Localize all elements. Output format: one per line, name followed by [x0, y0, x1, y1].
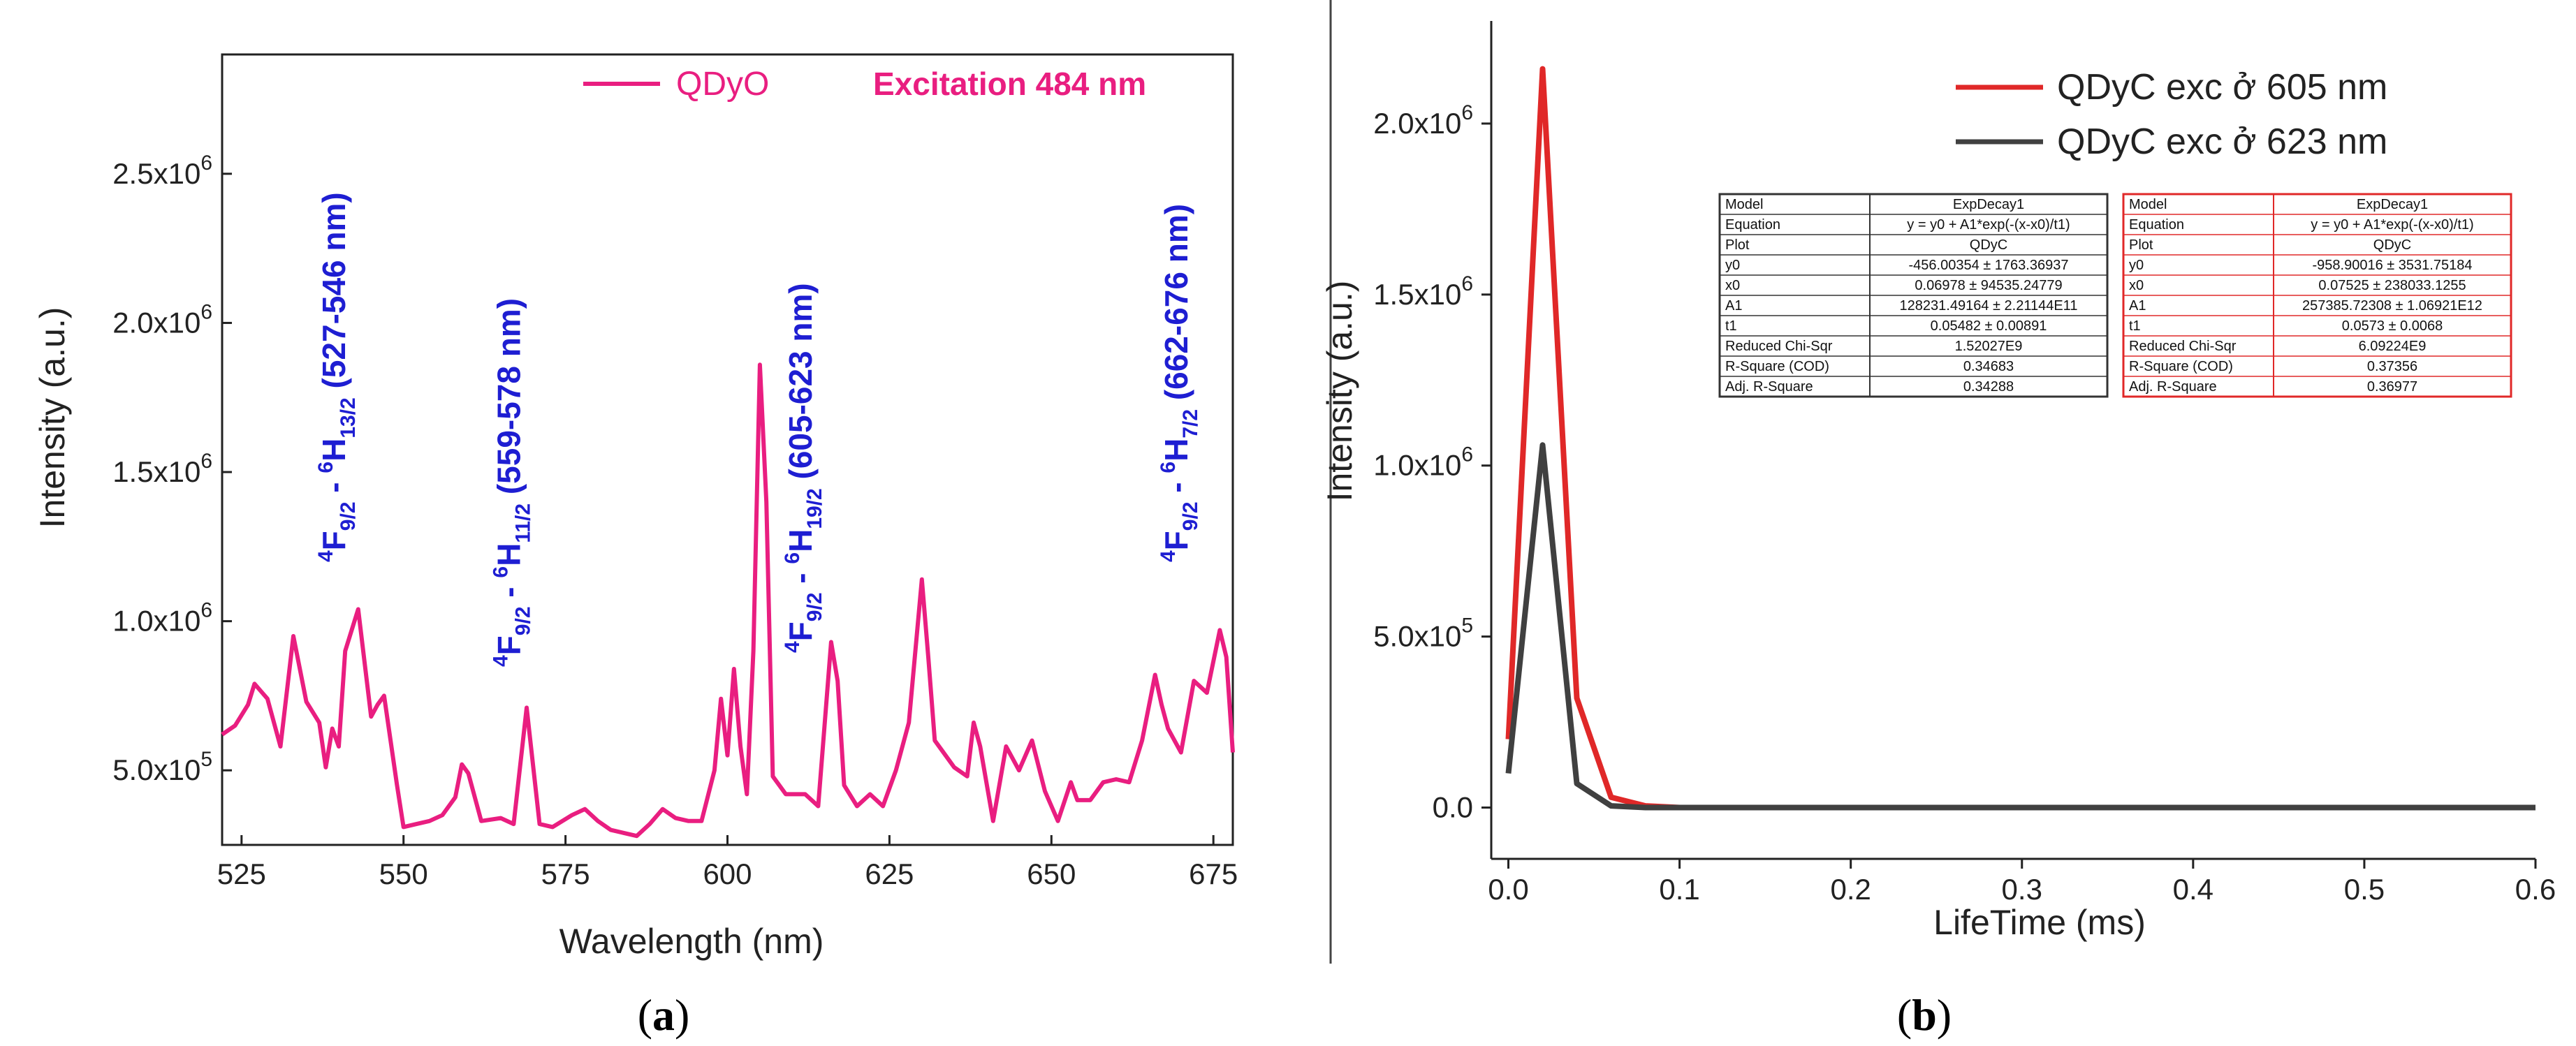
fit-table-value: 1.52027E9 — [1955, 339, 2023, 354]
legend-label: QDyC exc ở 605 nm — [2057, 67, 2387, 108]
panel-a-x-tick-label: 625 — [865, 857, 914, 890]
fit-table-value: ExpDecay1 — [1953, 197, 2024, 212]
fit-table-param: R-Square (COD) — [2129, 359, 2233, 374]
fit-table-param: y0 — [2129, 258, 2144, 273]
fit-table-param: Model — [2129, 197, 2167, 212]
panel-b-x-tick-label: 0.0 — [1488, 873, 1528, 906]
fit-table-value: QDyC — [1970, 237, 2007, 253]
fit-table-param: Reduced Chi-Sqr — [2129, 339, 2237, 354]
panel-b-x-tick-label: 0.4 — [2173, 873, 2213, 906]
fit-table-value: 257385.72308 ± 1.06921E12 — [2302, 298, 2482, 314]
panel-a-x-tick-label: 600 — [703, 857, 752, 890]
transition-annotation: 4F9/2 - 6H13/2 (527-546 nm) — [314, 192, 360, 562]
panel-b-axes: 0.0 0.1 0.2 0.3 0.4 0.5 0.6 0.0 5.0x105 1.0x106 1.… — [1373, 21, 2556, 906]
panel-a-y-tick-label: 5.0x105 — [112, 748, 212, 786]
fit-table-param: A1 — [2129, 298, 2146, 314]
panel-a-excitation-label: Excitation 484 nm — [873, 66, 1146, 102]
panel-a-series-qdyo — [221, 362, 1235, 839]
panel-a-y-tick-label: 2.0x106 — [112, 300, 212, 339]
panel-b-y-tick-label: 5.0x105 — [1373, 614, 1473, 653]
fit-table-value: 0.07525 ± 238033.1255 — [2318, 278, 2466, 293]
panel-b-caption-letter: b — [1912, 990, 1937, 1040]
panel-b-x-tick-label: 0.3 — [2002, 873, 2042, 906]
panel-b-legend: QDyC exc ở 605 nm QDyC exc ở 623 nm — [1956, 67, 2387, 162]
panel-b-x-tick-label: 0.1 — [1659, 873, 1699, 906]
fit-table-param: Adj. R-Square — [1725, 379, 1813, 395]
fit-table-value: 0.06978 ± 94535.24779 — [1915, 278, 2062, 293]
panel-b-xlabel: LifeTime (ms) — [1933, 903, 2146, 942]
legend-label: QDyC exc ở 623 nm — [2057, 121, 2387, 162]
panel-a-caption-letter: a — [652, 990, 675, 1040]
panel-b-caption: (b) — [1897, 990, 1952, 1040]
fit-table-value: 0.36977 — [2367, 379, 2417, 395]
panel-a-ylabel: Intensity (a.u.) — [33, 307, 72, 529]
fit-table-value: 0.37356 — [2367, 359, 2417, 374]
fit-table-param: t1 — [1725, 318, 1737, 334]
panel-a-transition-annotations: 4F9/2 - 6H13/2 (527-546 nm) 4F9/2 - 6H11/… — [314, 192, 1202, 667]
fit-table-value: 6.09224E9 — [2359, 339, 2427, 354]
fit-table-param: x0 — [1725, 278, 1740, 293]
fit-table-param: t1 — [2129, 318, 2141, 334]
panel-a-x-tick-label: 675 — [1189, 857, 1238, 890]
fit-table-605: Model ExpDecay1 Equation y = y0 + A1*exp(-(… — [2122, 193, 2512, 398]
panel-a-axis-ticks: 525 550 575 600 625 650 675 5.0x105 1.0x106 1.5x1… — [112, 152, 1238, 890]
series-623nm — [1505, 442, 2535, 811]
panel-a-x-tick-label: 650 — [1027, 857, 1076, 890]
fit-table-value: ExpDecay1 — [2357, 197, 2428, 212]
fit-table-value: 0.34683 — [1963, 359, 2014, 374]
fit-table-value: 128231.49164 ± 2.21144E11 — [1900, 298, 2078, 314]
panel-a-legend-label: QDyO — [676, 66, 769, 103]
panel-b-y-tick-label: 0.0 — [1433, 791, 1473, 824]
fit-table-value: 0.34288 — [1963, 379, 2014, 395]
fit-table-param: Model — [1725, 197, 1763, 212]
fit-table-value: y = y0 + A1*exp(-(x-x0)/t1) — [1907, 217, 2070, 233]
panel-a-y-tick-label: 2.5x106 — [112, 152, 212, 190]
panel-b-y-tick-label: 1.0x106 — [1373, 443, 1473, 482]
svg-text:(a): (a) — [638, 990, 690, 1040]
fit-table-value: -958.90016 ± 3531.75184 — [2313, 258, 2473, 273]
fit-table-value: y = y0 + A1*exp(-(x-x0)/t1) — [2311, 217, 2473, 233]
panel-a-y-tick-label: 1.0x106 — [112, 599, 212, 638]
transition-annotation: 4F9/2 - 6H11/2 (559-578 nm) — [490, 298, 535, 667]
panel-a-plot-frame — [221, 53, 1234, 846]
series-605nm — [1505, 66, 2535, 811]
svg-text:(b): (b) — [1897, 990, 1952, 1040]
transition-annotation: 4F9/2 - 6H19/2 (605-623 nm) — [781, 283, 826, 653]
fit-table-value: -456.00354 ± 1763.36937 — [1909, 258, 2069, 273]
fit-table-623: Model ExpDecay1 Equation y = y0 + A1*exp(-(… — [1718, 193, 2109, 398]
fit-table-param: R-Square (COD) — [1725, 359, 1829, 374]
panel-a-x-tick-label: 525 — [217, 857, 266, 890]
panel-a-y-tick-label: 1.5x106 — [112, 450, 212, 488]
fit-table-value: 0.0573 ± 0.0068 — [2342, 318, 2443, 334]
panel-a-xlabel: Wavelength (nm) — [559, 922, 824, 961]
panel-b-y-tick-label: 2.0x106 — [1373, 101, 1473, 140]
panel-b-x-tick-label: 0.5 — [2344, 873, 2385, 906]
fit-table-param: A1 — [1725, 298, 1742, 314]
panel-a-x-tick-label: 575 — [541, 857, 590, 890]
fit-table-param: Adj. R-Square — [2129, 379, 2217, 395]
fit-table-param: x0 — [2129, 278, 2144, 293]
panel-a-caption: (a) — [638, 990, 690, 1040]
fit-table-param: Equation — [1725, 217, 1780, 233]
panel-b-ylabel: Intensity (a.u.) — [1320, 281, 1359, 502]
panel-a-legend: QDyO Excitation 484 nm — [583, 66, 1146, 103]
fit-table-param: Reduced Chi-Sqr — [1725, 339, 1833, 354]
panel-a: 525 550 575 600 625 650 675 5.0x105 1.0x106 1.5x1… — [33, 53, 1238, 1040]
panel-b-x-tick-label: 0.2 — [1830, 873, 1871, 906]
panel-b: 0.0 0.1 0.2 0.3 0.4 0.5 0.6 0.0 5.0x105 1.0x106 1.… — [1320, 21, 2556, 1040]
fit-table-param: y0 — [1725, 258, 1740, 273]
fit-table-param: Plot — [1725, 237, 1750, 253]
panel-a-x-tick-label: 550 — [379, 857, 428, 890]
fit-table-value: QDyC — [2373, 237, 2411, 253]
fit-table-value: 0.05482 ± 0.00891 — [1931, 318, 2047, 334]
panel-b-y-tick-label: 1.5x106 — [1373, 272, 1473, 311]
panel-b-x-tick-label: 0.6 — [2515, 873, 2556, 906]
fit-table-param: Equation — [2129, 217, 2184, 233]
transition-annotation: 4F9/2 - 6H7/2 (662-676 nm) — [1157, 204, 1202, 562]
fit-table-param: Plot — [2129, 237, 2153, 253]
panel-b-series — [1505, 66, 2535, 811]
